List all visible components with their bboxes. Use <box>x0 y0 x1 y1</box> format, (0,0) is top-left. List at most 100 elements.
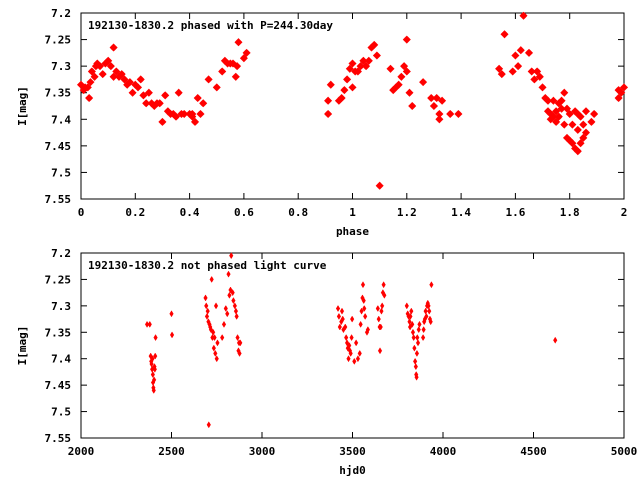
unphased-data-point <box>429 281 434 289</box>
phased-data-point <box>180 109 189 119</box>
unphased-data-point <box>340 315 345 323</box>
phased-y-tick-label: 7.3 <box>51 60 71 73</box>
unphased-data-point <box>417 320 422 328</box>
phased-x-tick-label: 1.4 <box>451 206 471 219</box>
unphased-light-curve-panel: 2000 2500 3000 3500 4000 4500 5000 7.2 7.25 7.3 7.… <box>16 247 637 477</box>
phased-data-point <box>549 96 558 105</box>
unphased-data-point <box>206 421 211 429</box>
phased-y-tick-label: 7.25 <box>45 34 72 47</box>
unphased-data-point <box>358 320 363 328</box>
phased-x-tick-label: 1.6 <box>505 206 525 219</box>
phased-data-point <box>133 83 143 92</box>
phased-data-point <box>500 30 509 39</box>
unphased-data-point <box>152 376 157 384</box>
phased-data-point <box>581 107 591 116</box>
phased-data-point <box>554 112 563 121</box>
phased-y-tick-label: 7.35 <box>45 87 72 100</box>
unphased-data-point <box>404 302 409 310</box>
phased-data-point <box>560 88 569 97</box>
phased-data-point <box>104 56 113 65</box>
unphased-data-point <box>211 328 216 336</box>
phased-y-tick-label: 7.55 <box>45 193 72 206</box>
unphased-x-tick-label: 4500 <box>520 445 547 458</box>
phased-data-point <box>573 125 582 134</box>
unphased-data-point <box>339 307 345 315</box>
phased-data-point <box>533 67 542 76</box>
unphased-data-point <box>426 302 431 310</box>
phased-data-point <box>543 96 553 105</box>
phased-y-axis-label: I[mag] <box>16 86 29 126</box>
unphased-chart-title: 192130-1830.2 not phased light curve <box>88 259 327 272</box>
unphased-data-point <box>363 312 368 320</box>
unphased-data-point <box>153 334 158 342</box>
unphased-data-point <box>378 323 383 331</box>
phased-data-point <box>362 62 371 71</box>
phased-data-point <box>581 128 591 137</box>
unphased-data-point <box>203 294 208 302</box>
phased-x-tick-label: 0.6 <box>234 206 254 219</box>
phased-data-point <box>120 75 129 84</box>
unphased-data-point <box>213 349 218 357</box>
unphased-data-point <box>235 334 240 342</box>
unphased-data-point <box>151 386 156 394</box>
unphased-data-point <box>204 302 209 310</box>
unphased-x-axis-label: hjd0 <box>339 464 366 477</box>
unphased-data-point <box>229 252 234 260</box>
phased-data-point <box>196 109 205 119</box>
phased-data-point <box>511 51 520 60</box>
phased-data-point <box>557 96 566 105</box>
unphased-y-tick-label: 7.55 <box>45 432 72 445</box>
phased-data-point <box>552 117 561 126</box>
unphased-data-point <box>381 281 386 289</box>
unphased-x-tick-label: 4000 <box>430 445 457 458</box>
phased-data-point <box>356 62 365 71</box>
phased-data-point <box>419 78 428 87</box>
unphased-data-point <box>225 310 230 318</box>
phased-data-point <box>402 35 411 44</box>
phased-data-point <box>568 120 577 129</box>
phased-data-point <box>155 99 164 108</box>
unphased-y-tick-label: 7.4 <box>51 353 71 366</box>
unphased-data-point <box>205 307 210 315</box>
unphased-data-point <box>410 320 415 328</box>
phased-data-point <box>519 11 528 20</box>
phased-data-point <box>590 109 599 119</box>
phased-data-point <box>242 48 251 57</box>
unphased-data-point <box>220 334 225 342</box>
unphased-data-point <box>169 310 174 318</box>
phased-data-point <box>324 109 333 119</box>
unphased-data-point <box>231 297 236 305</box>
phased-x-tick-label: 1 <box>349 206 356 219</box>
unphased-data-point <box>376 315 381 323</box>
phased-data-point <box>90 72 99 81</box>
phased-data-point <box>438 96 447 105</box>
unphased-y-tick-label: 7.5 <box>51 406 71 419</box>
unphased-y-axis-label: I[mag] <box>16 326 29 366</box>
phased-data-point <box>432 93 441 103</box>
unphased-data-point <box>375 305 380 312</box>
unphased-data-point <box>238 339 243 347</box>
phased-data-point <box>136 75 145 84</box>
unphased-data-point <box>414 349 420 357</box>
phased-data-point <box>233 62 242 71</box>
unphased-data-point <box>232 302 237 310</box>
phased-data-point <box>538 83 547 92</box>
phased-data-point <box>527 67 536 76</box>
phased-data-point <box>193 93 202 103</box>
unphased-data-point <box>382 291 387 299</box>
phased-data-point <box>375 181 384 190</box>
unphased-y-tick-label: 7.45 <box>45 379 72 392</box>
unphased-data-point <box>414 373 419 381</box>
phased-data-point <box>370 40 379 49</box>
phased-data-point <box>535 72 544 81</box>
phased-data-point <box>530 75 539 84</box>
unphased-data-point <box>336 312 342 320</box>
phased-x-tick-label: 2 <box>621 206 628 219</box>
unphased-data-point <box>144 320 150 328</box>
unphased-data-point <box>427 307 432 315</box>
unphased-data-point <box>357 349 362 357</box>
unphased-data-point <box>335 305 341 312</box>
unphased-data-point <box>213 302 219 310</box>
phased-data-point <box>364 56 373 65</box>
